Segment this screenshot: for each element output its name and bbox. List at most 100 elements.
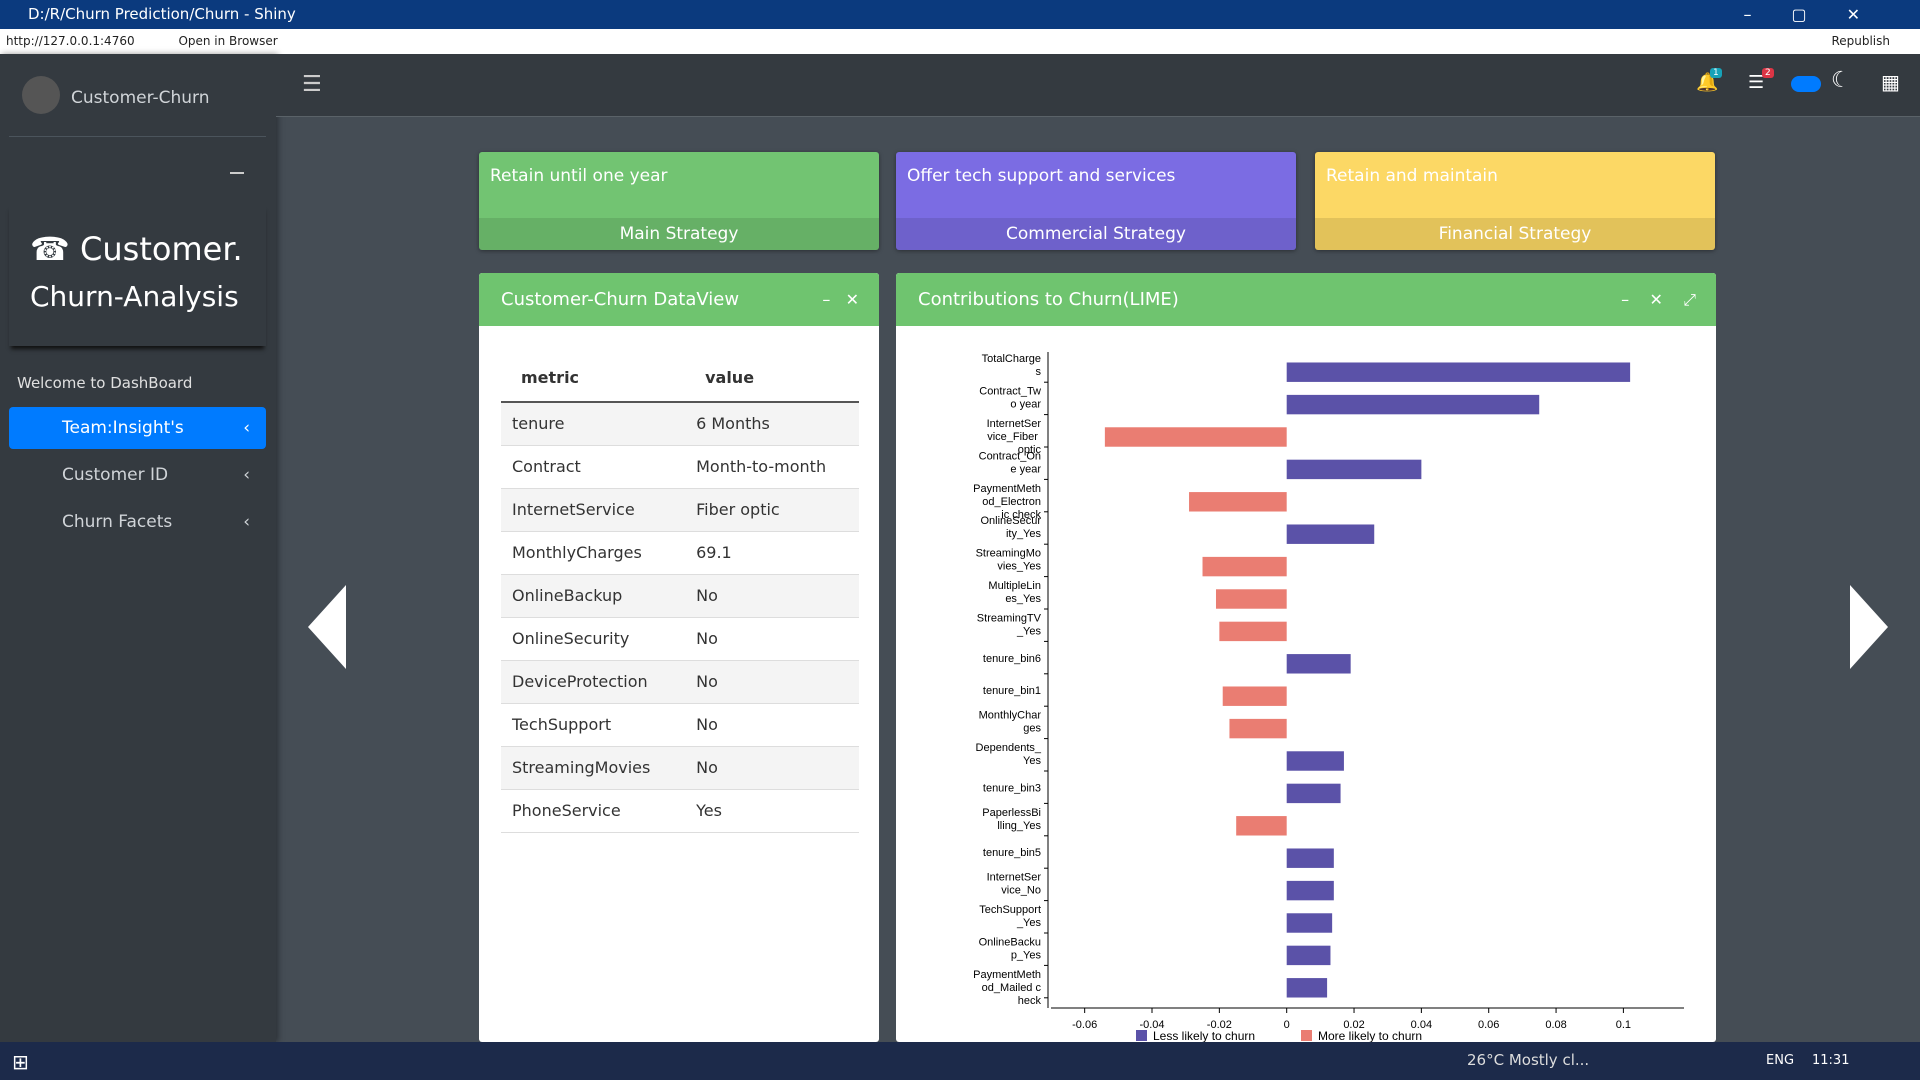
y-tick-label: PaperlessBi lling_Yes <box>982 807 1041 832</box>
info-subtitle: Main Strategy <box>479 218 879 250</box>
info-subtitle: Financial Strategy <box>1315 218 1715 250</box>
url[interactable]: http://127.0.0.1:4760 <box>6 34 135 48</box>
notifications[interactable]: 🔔 1 <box>1696 68 1722 93</box>
bar <box>1229 718 1287 739</box>
language: ENG <box>1766 1053 1795 1068</box>
sidebar: Customer-Churn ☎ Customer. Churn-Analysi… <box>0 54 276 1042</box>
row: Contract Month-to-month <box>501 445 859 489</box>
x-tick-label: 0 <box>1284 1019 1290 1031</box>
apps[interactable]: ▦ <box>1881 70 1900 94</box>
legend-label: More likely to churn <box>1318 1029 1422 1042</box>
y-tick-label: InternetSer vice_Fiber optic <box>987 418 1042 456</box>
row: PhoneService Yes <box>501 789 859 833</box>
cell: Yes <box>685 789 859 833</box>
cell: DeviceProtection <box>501 660 686 704</box>
card-header: Contributions to Churn(LIME) – ✕ ⤢ <box>896 273 1716 326</box>
cell: No <box>685 746 859 790</box>
y-tick-label: StreamingMo vies_Yes <box>976 548 1042 573</box>
open-browser[interactable]: Open in Browser <box>178 34 278 48</box>
y-tick-label: TotalCharge s <box>982 353 1042 378</box>
row: DeviceProtection No <box>501 660 859 704</box>
legend-label: Less likely to churn <box>1153 1029 1255 1042</box>
legend-swatch <box>1136 1030 1147 1041</box>
next-arrow[interactable] <box>1850 585 1888 669</box>
window-controls[interactable]: –▢✕ <box>1743 5 1900 24</box>
bar <box>1286 978 1328 998</box>
taskbar: ⊞ 26°C Mostly cl... ENG 11:31 <box>0 1042 1920 1080</box>
bar <box>1236 816 1287 836</box>
chart: -0.06 -0.04 -0.02 0 0.02 0.04 0.06 0.08 0.1 Total… <box>973 352 1684 1042</box>
card-header: Customer-Churn DataView – ✕ <box>479 273 879 326</box>
menu-label: Team:Insight's <box>62 418 184 438</box>
y-tick-label: PaymentMeth od_Electron ic check <box>973 483 1041 521</box>
menu-item[interactable]: Customer ID ‹ <box>62 465 250 485</box>
info-text: Retain until one year <box>490 166 668 186</box>
cell: No <box>685 574 859 618</box>
bar <box>1286 783 1341 804</box>
bar <box>1189 492 1287 512</box>
y-tick-label: tenure_bin5 <box>983 847 1041 859</box>
info-box: Retain and maintain Financial Strategy <box>1315 152 1715 250</box>
x-tick-label: 0.06 <box>1478 1019 1499 1031</box>
y-tick-label: MonthlyChar ges <box>979 710 1042 735</box>
info-text: Retain and maintain <box>1326 166 1498 186</box>
info-box: Offer tech support and services Commercia… <box>896 152 1296 250</box>
y-tick-label: tenure_bin3 <box>983 782 1041 794</box>
prev-arrow[interactable] <box>308 585 346 669</box>
data-table: metric value tenure 6 Months Contract Month-t… <box>501 353 859 833</box>
menu-item[interactable]: Churn Facets ‹ <box>62 512 250 532</box>
lime-card: Contributions to Churn(LIME) – ✕ ⤢ -0.06-… <box>896 273 1716 1042</box>
start[interactable]: ⊞ <box>12 1050 29 1074</box>
bar <box>1104 427 1287 447</box>
cell: tenure <box>501 402 686 446</box>
bar <box>1215 589 1287 609</box>
x-tick-label: 0.04 <box>1411 1019 1432 1031</box>
bar <box>1286 848 1334 868</box>
menu-label: Customer ID <box>62 465 169 485</box>
bar <box>1286 913 1333 933</box>
menu-item[interactable]: Team:Insight's ‹ <box>9 407 266 449</box>
cell: 6 Months <box>685 402 859 446</box>
card-title: Contributions to Churn(LIME) <box>918 289 1179 310</box>
title-bar: D:/R/Churn Prediction/Churn - Shiny –▢✕ <box>0 0 1920 29</box>
info-subtitle: Commercial Strategy <box>896 218 1296 250</box>
info-text: Offer tech support and services <box>907 166 1176 186</box>
cell: OnlineSecurity <box>501 617 686 661</box>
cell: TechSupport <box>501 703 686 747</box>
column-header: metric <box>501 353 686 403</box>
y-tick-label: StreamingTV _Yes <box>977 612 1042 637</box>
x-tick-label: 0.08 <box>1545 1019 1566 1031</box>
republish[interactable]: Republish <box>1831 34 1890 48</box>
row: tenure 6 Months <box>501 402 859 446</box>
bar <box>1286 459 1422 480</box>
cell: No <box>685 703 859 747</box>
info-box: Retain until one year Main Strategy <box>479 152 879 250</box>
legend-swatch <box>1301 1030 1312 1041</box>
title-line: Customer. <box>80 230 243 268</box>
row: MonthlyCharges 69.1 <box>501 531 859 575</box>
column-header: value <box>685 353 859 403</box>
cell: No <box>685 617 859 661</box>
bar <box>1286 945 1331 966</box>
badge: 2 <box>1762 68 1774 78</box>
bar <box>1286 751 1344 771</box>
window-title: D:/R/Churn Prediction/Churn - Shiny <box>28 5 296 23</box>
clock: 11:31 <box>1812 1053 1850 1068</box>
collapse[interactable] <box>230 172 244 174</box>
cell: MonthlyCharges <box>501 531 686 575</box>
x-tick-label: -0.02 <box>1207 1019 1232 1031</box>
cell: Month-to-month <box>685 445 859 489</box>
y-tick-label: tenure_bin1 <box>983 685 1041 697</box>
theme-toggle[interactable] <box>1791 76 1821 92</box>
y-tick-label: MultipleLin es_Yes <box>988 580 1041 605</box>
brand[interactable]: Customer-Churn <box>71 88 210 108</box>
weather: 26°C Mostly cl... <box>1467 1051 1590 1069</box>
moon: ☾ <box>1831 68 1851 93</box>
hamburger[interactable]: ☰ <box>302 72 322 97</box>
menu-label: Churn Facets <box>62 512 173 532</box>
tasks[interactable]: ☰ 2 <box>1748 68 1774 93</box>
y-tick-label: tenure_bin6 <box>983 653 1041 665</box>
y-tick-label: TechSupport _Yes <box>979 904 1041 929</box>
bar <box>1202 556 1287 577</box>
